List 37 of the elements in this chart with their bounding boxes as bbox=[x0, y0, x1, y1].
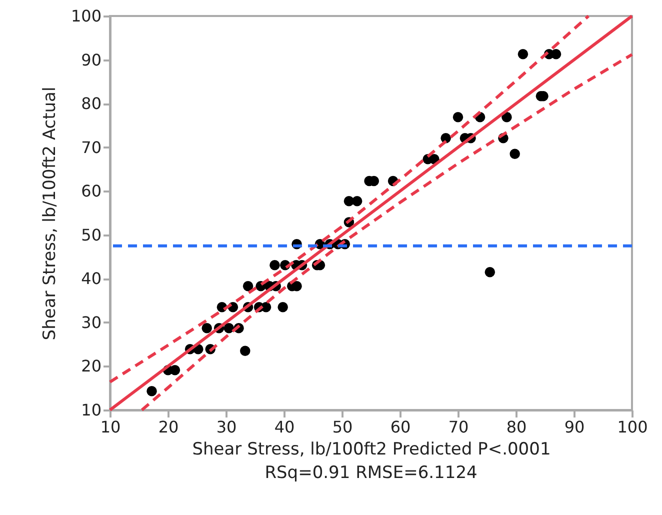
point bbox=[510, 148, 520, 160]
y-tick-label: 60 bbox=[81, 182, 102, 201]
point bbox=[240, 346, 250, 356]
point bbox=[242, 280, 254, 292]
x-tick-label: 50 bbox=[332, 418, 353, 436]
x-tick-label: 90 bbox=[564, 418, 585, 436]
x-tick-label: 10 bbox=[100, 418, 121, 436]
point bbox=[484, 266, 496, 278]
y-tick-label: 10 bbox=[81, 400, 102, 420]
point bbox=[452, 112, 464, 122]
x-tick-label: 70 bbox=[448, 418, 469, 436]
x-tick-label: 80 bbox=[506, 418, 527, 436]
y-tick-label: 30 bbox=[81, 312, 102, 332]
point bbox=[146, 386, 157, 396]
x-axis-title: Shear Stress, lb/100ft2 Predicted P<.0001 bbox=[192, 440, 551, 460]
point bbox=[518, 48, 528, 60]
x-tick-label: 20 bbox=[158, 418, 179, 436]
y-tick-label: 70 bbox=[81, 138, 102, 157]
x-tick-label: 30 bbox=[216, 418, 237, 436]
point bbox=[202, 323, 212, 334]
point bbox=[352, 196, 362, 206]
line-series bbox=[140, 53, 634, 412]
y-tick-label: 100 bbox=[70, 6, 102, 26]
y-tick-label: 80 bbox=[81, 94, 102, 114]
point bbox=[502, 112, 512, 122]
x-tick-label: 60 bbox=[390, 418, 411, 436]
y-tick-label: 40 bbox=[81, 269, 102, 288]
y-tick-label: 90 bbox=[81, 50, 102, 70]
y-tick-label: 20 bbox=[81, 356, 102, 376]
x-tick-label: 100 bbox=[617, 418, 648, 436]
y-axis-title: Shear Stress, lb/100ft2 Actual bbox=[40, 86, 60, 340]
text: RSq=0.91 RMSE=6.1124 bbox=[264, 463, 478, 483]
point bbox=[270, 260, 280, 270]
y-tick-label: 50 bbox=[81, 225, 102, 244]
x-tick-label: 40 bbox=[274, 418, 295, 436]
point bbox=[278, 302, 288, 312]
point bbox=[224, 323, 234, 334]
